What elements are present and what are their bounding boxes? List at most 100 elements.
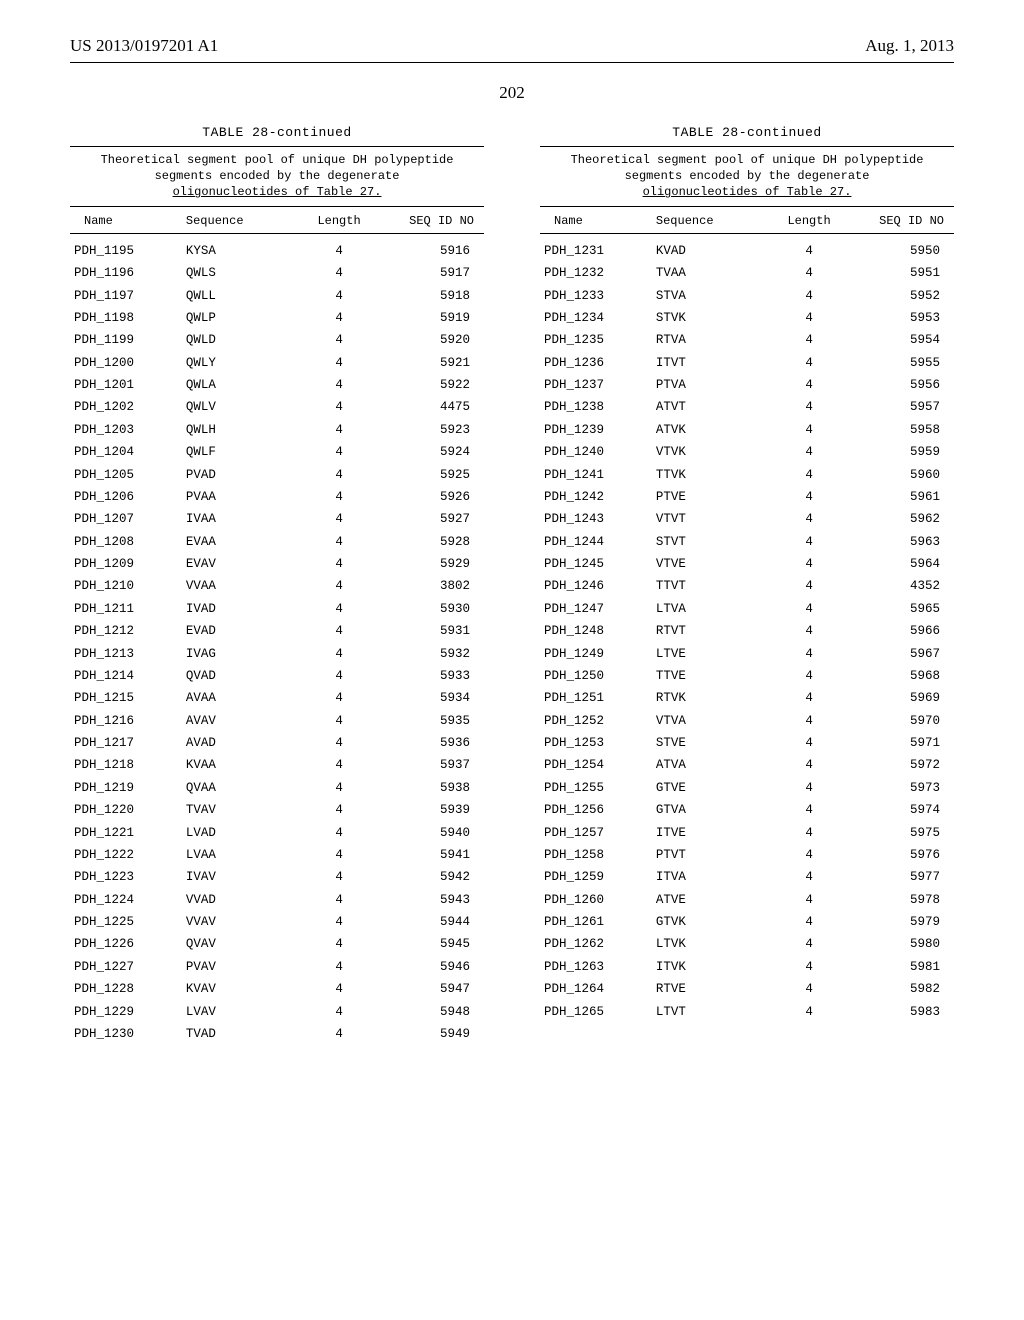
cell-seqid: 5921 (385, 356, 484, 370)
cell-name: PDH_1253 (540, 736, 656, 750)
cell-length: 4 (764, 803, 855, 817)
cell-name: PDH_1242 (540, 490, 656, 504)
col-header-length: Length (294, 214, 385, 228)
cell-seqid: 5976 (855, 848, 954, 862)
table-row: PDH_1258PTVT45976 (540, 844, 954, 866)
cell-name: PDH_1232 (540, 266, 656, 280)
cell-name: PDH_1223 (70, 870, 186, 884)
table-caption-line: Theoretical segment pool of unique DH po… (542, 152, 952, 168)
cell-name: PDH_1248 (540, 624, 656, 638)
col-header-length: Length (764, 214, 855, 228)
cell-name: PDH_1249 (540, 647, 656, 661)
cell-sequence: ITVE (656, 826, 764, 840)
cell-seqid: 5945 (385, 937, 484, 951)
cell-name: PDH_1254 (540, 758, 656, 772)
cell-sequence: QWLP (186, 311, 294, 325)
table-row: PDH_1218KVAA45937 (70, 754, 484, 776)
cell-name: PDH_1209 (70, 557, 186, 571)
table-row: PDH_1251RTVK45969 (540, 687, 954, 709)
cell-sequence: TVAA (656, 266, 764, 280)
cell-length: 4 (294, 848, 385, 862)
cell-name: PDH_1219 (70, 781, 186, 795)
cell-name: PDH_1256 (540, 803, 656, 817)
publication-date: Aug. 1, 2013 (865, 36, 954, 56)
cell-length: 4 (294, 893, 385, 907)
cell-name: PDH_1198 (70, 311, 186, 325)
table-row: PDH_1208EVAA45928 (70, 530, 484, 552)
table-row: PDH_1226QVAV45945 (70, 933, 484, 955)
cell-seqid: 5981 (855, 960, 954, 974)
cell-name: PDH_1234 (540, 311, 656, 325)
table-caption-line: segments encoded by the degenerate (72, 168, 482, 184)
cell-seqid: 5926 (385, 490, 484, 504)
cell-name: PDH_1199 (70, 333, 186, 347)
cell-sequence: PTVT (656, 848, 764, 862)
cell-name: PDH_1207 (70, 512, 186, 526)
cell-seqid: 5940 (385, 826, 484, 840)
cell-length: 4 (764, 1005, 855, 1019)
table-row: PDH_1265LTVT45983 (540, 1000, 954, 1022)
cell-seqid: 5983 (855, 1005, 954, 1019)
cell-seqid: 5974 (855, 803, 954, 817)
cell-length: 4 (764, 400, 855, 414)
table-row: PDH_1231KVAD45950 (540, 240, 954, 262)
cell-sequence: LVAA (186, 848, 294, 862)
cell-seqid: 5924 (385, 445, 484, 459)
cell-name: PDH_1214 (70, 669, 186, 683)
table-row: PDH_1207IVAA45927 (70, 508, 484, 530)
cell-seqid: 5928 (385, 535, 484, 549)
table-row: PDH_1225VVAV45944 (70, 911, 484, 933)
table-row: PDH_1227PVAV45946 (70, 956, 484, 978)
cell-length: 4 (294, 535, 385, 549)
cell-sequence: STVT (656, 535, 764, 549)
cell-name: PDH_1238 (540, 400, 656, 414)
cell-sequence: RTVA (656, 333, 764, 347)
left-column: TABLE 28-continued Theoretical segment p… (70, 125, 484, 1045)
table-row: PDH_1245VTVE45964 (540, 553, 954, 575)
cell-seqid: 5922 (385, 378, 484, 392)
cell-name: PDH_1222 (70, 848, 186, 862)
cell-sequence: PVAD (186, 468, 294, 482)
cell-name: PDH_1258 (540, 848, 656, 862)
cell-seqid: 5920 (385, 333, 484, 347)
cell-length: 4 (764, 937, 855, 951)
cell-seqid: 5955 (855, 356, 954, 370)
table-row: PDH_1221LVAD45940 (70, 821, 484, 843)
cell-name: PDH_1243 (540, 512, 656, 526)
cell-length: 4 (294, 579, 385, 593)
cell-seqid: 5942 (385, 870, 484, 884)
table-row: PDH_1236ITVT45955 (540, 351, 954, 373)
cell-length: 4 (764, 758, 855, 772)
cell-name: PDH_1210 (70, 579, 186, 593)
table-row: PDH_1240VTVK45959 (540, 441, 954, 463)
cell-sequence: KVAA (186, 758, 294, 772)
cell-seqid: 5971 (855, 736, 954, 750)
cell-sequence: QWLH (186, 423, 294, 437)
two-column-layout: TABLE 28-continued Theoretical segment p… (70, 125, 954, 1045)
cell-length: 4 (294, 803, 385, 817)
table-caption-box-left: Theoretical segment pool of unique DH po… (70, 146, 484, 207)
cell-seqid: 5961 (855, 490, 954, 504)
cell-sequence: KVAD (656, 244, 764, 258)
table-row: PDH_1256GTVA45974 (540, 799, 954, 821)
cell-sequence: GTVA (656, 803, 764, 817)
cell-seqid: 5917 (385, 266, 484, 280)
cell-seqid: 5947 (385, 982, 484, 996)
cell-length: 4 (294, 624, 385, 638)
cell-length: 4 (764, 333, 855, 347)
cell-length: 4 (294, 445, 385, 459)
cell-sequence: LTVK (656, 937, 764, 951)
cell-seqid: 5956 (855, 378, 954, 392)
cell-sequence: VTVA (656, 714, 764, 728)
cell-sequence: EVAD (186, 624, 294, 638)
cell-length: 4 (764, 960, 855, 974)
table-caption-line: oligonucleotides of Table 27. (542, 184, 952, 200)
table-row: PDH_1201QWLA45922 (70, 374, 484, 396)
table-caption-line: Theoretical segment pool of unique DH po… (72, 152, 482, 168)
cell-seqid: 5979 (855, 915, 954, 929)
table-row: PDH_1195KYSA45916 (70, 240, 484, 262)
header-rule (70, 62, 954, 63)
cell-sequence: LTVA (656, 602, 764, 616)
col-header-seqid: SEQ ID NO (385, 214, 484, 228)
table-row: PDH_1242PTVE45961 (540, 486, 954, 508)
